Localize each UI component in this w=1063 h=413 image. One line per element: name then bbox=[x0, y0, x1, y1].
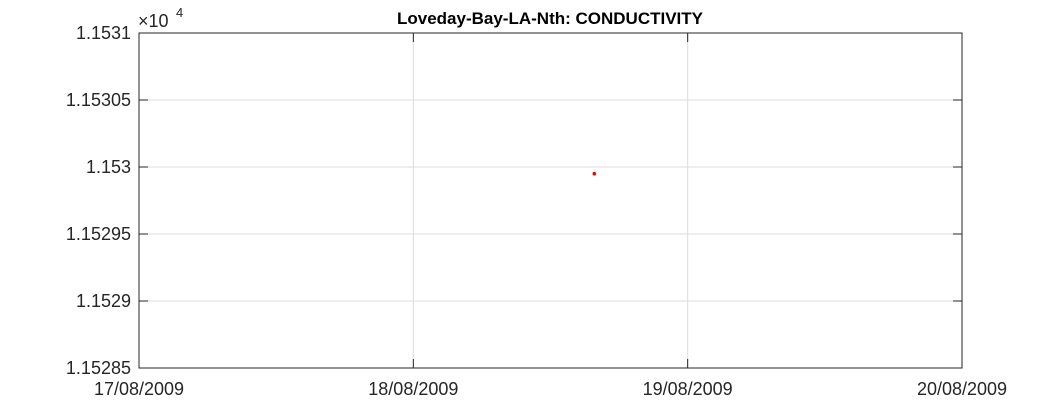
exponent-base: ×10 bbox=[138, 11, 169, 31]
x-tick-label: 17/08/2009 bbox=[94, 379, 184, 399]
plot-area-frame bbox=[138, 32, 963, 369]
grid bbox=[139, 33, 962, 368]
x-tick-label: 18/08/2009 bbox=[368, 379, 458, 399]
exponent-power: 4 bbox=[176, 5, 183, 20]
axis-ticks: 17/08/2009 18/08/2009 19/08/2009 20/08/2009… bbox=[66, 23, 1007, 399]
exponent-label: ×10 4 bbox=[138, 5, 183, 31]
y-tick-label: 1.153 bbox=[86, 157, 131, 177]
x-tick-label: 20/08/2009 bbox=[917, 379, 1007, 399]
chart-title: Loveday-Bay-LA-Nth: CONDUCTIVITY bbox=[397, 9, 704, 28]
y-tick-label: 1.15305 bbox=[66, 90, 131, 110]
data-points bbox=[592, 171, 597, 176]
y-tick-label: 1.1529 bbox=[76, 291, 131, 311]
x-tick-label: 19/08/2009 bbox=[643, 379, 733, 399]
y-tick-label: 1.1531 bbox=[76, 23, 131, 43]
data-point bbox=[592, 171, 597, 176]
y-tick-label: 1.15285 bbox=[66, 358, 131, 378]
y-tick-label: 1.15295 bbox=[66, 224, 131, 244]
